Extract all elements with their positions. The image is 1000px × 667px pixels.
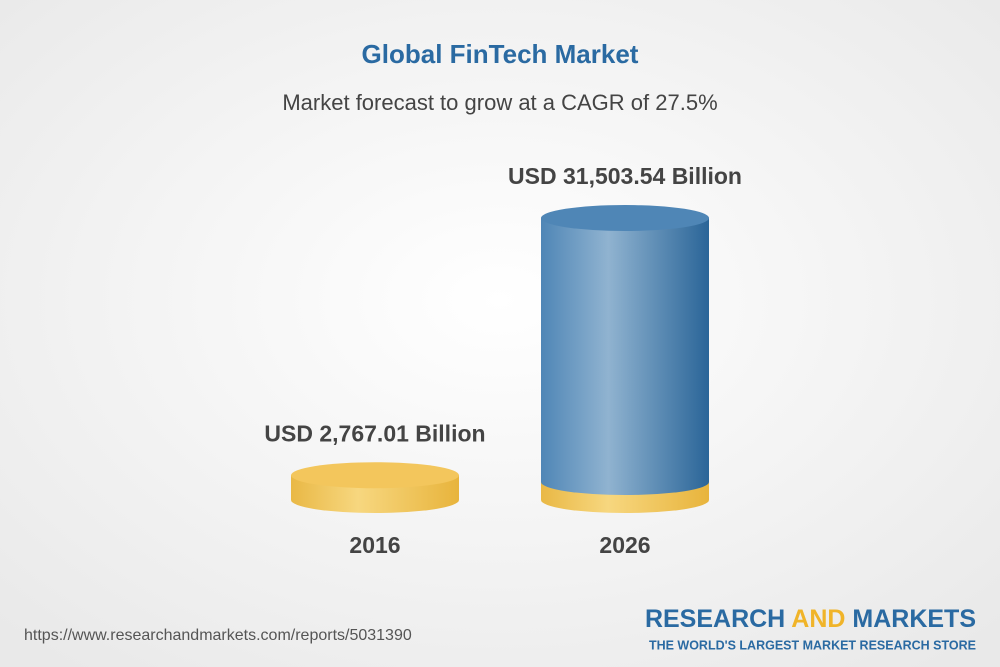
brand-first: RESEARCH	[645, 605, 785, 633]
value-label: USD 31,503.54 Billion	[508, 163, 742, 189]
cylinder-top	[291, 462, 459, 489]
brand-middle: AND	[791, 605, 845, 633]
category-label: 2026	[599, 532, 650, 558]
value-label: USD 2,767.01 Billion	[264, 420, 485, 446]
brand-last: MARKETS	[852, 605, 976, 633]
chart-title: Global FinTech Market	[362, 39, 639, 69]
cylinder	[541, 218, 709, 495]
cylinder-top	[541, 205, 709, 231]
category-label: 2016	[349, 532, 400, 558]
brand-tagline: THE WORLD'S LARGEST MARKET RESEARCH STOR…	[649, 638, 976, 652]
brand: RESEARCH AND MARKETS	[645, 605, 976, 633]
source-url: https://www.researchandmarkets.com/repor…	[24, 627, 412, 644]
chart-subtitle: Market forecast to grow at a CAGR of 27.…	[282, 90, 717, 115]
